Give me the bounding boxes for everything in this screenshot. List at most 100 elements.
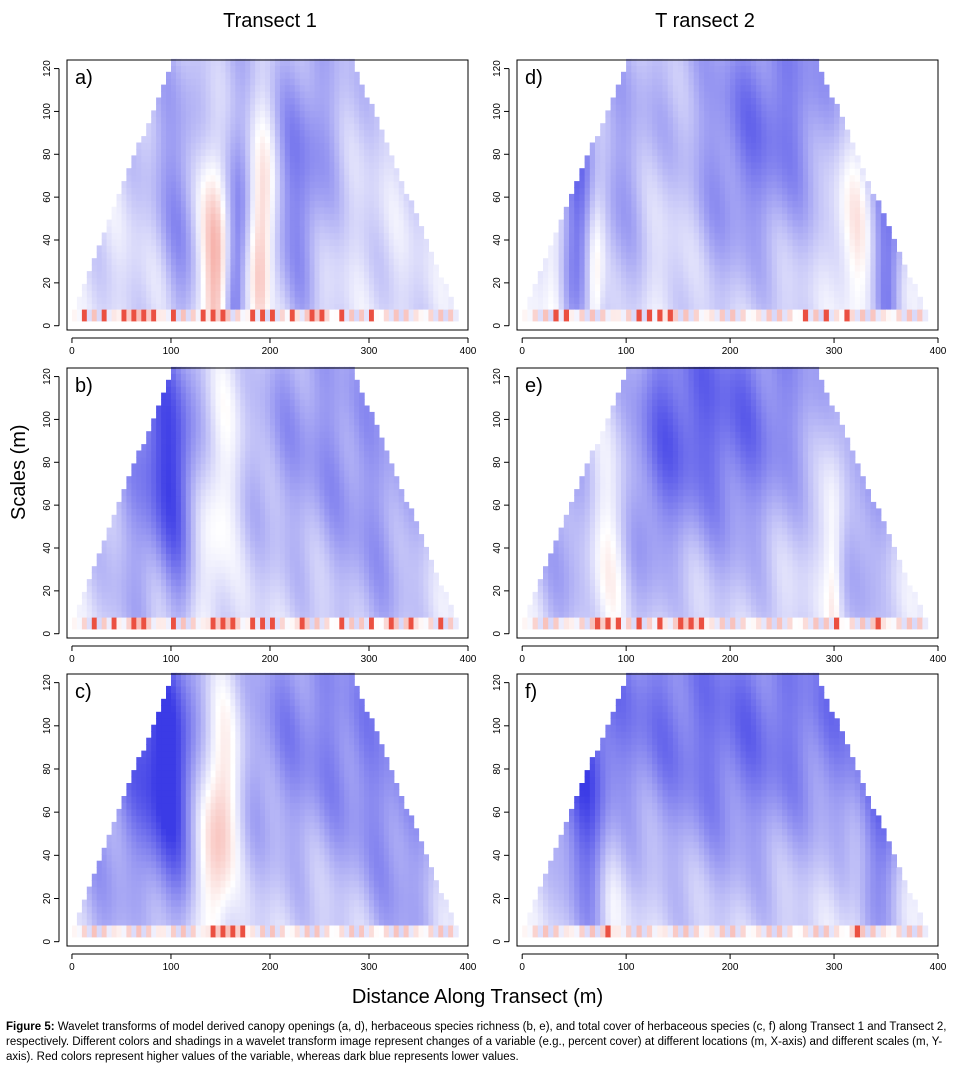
heatmap-cell [714,283,721,291]
heatmap-cell [220,585,227,593]
heatmap-cell [180,161,187,169]
heatmap-cell [672,155,679,163]
heatmap-cell [274,271,281,279]
heatmap-cell [235,78,241,86]
heatmap-cell [766,129,773,137]
heatmap-cell [136,238,142,246]
heatmap-cell [240,271,246,279]
heatmap-cell [106,251,113,259]
heatmap-cell [240,174,246,182]
heatmap-cell [724,168,731,176]
heatmap-cell [776,97,783,105]
heatmap-cell [235,142,241,150]
heatmap-cell-fine [595,309,601,322]
heatmap-cell [136,226,142,234]
y-tick-label: 100 [42,103,53,120]
heatmap-cell [657,136,664,144]
heatmap-cell [610,142,617,150]
heatmap-cell [329,193,335,201]
heatmap-cell [724,103,731,111]
heatmap-cell [195,97,202,105]
heatmap-cell [161,251,167,259]
heatmap-cell [334,238,340,246]
heatmap-cell [787,258,794,266]
heatmap-cell [579,213,586,221]
heatmap-cell [161,116,167,124]
heatmap-cell [324,58,330,66]
heatmap-cell [792,303,799,311]
heatmap-cell [428,264,434,272]
heatmap-cell [797,258,804,266]
heatmap-cell [834,168,840,176]
heatmap-cell [605,110,612,118]
heatmap-cell [761,71,768,79]
heatmap-cell [369,290,375,298]
heatmap-cell [185,142,192,150]
heatmap-cell [828,271,835,279]
heatmap-cell [418,226,425,234]
heatmap-cell [205,110,212,118]
heatmap-cell [792,65,799,73]
heatmap-cell-fine [418,309,425,322]
heatmap-cell [156,148,162,156]
heatmap-cell [875,213,882,221]
heatmap-cell [151,219,157,227]
heatmap-cell [260,245,266,253]
heatmap-cell [860,219,866,227]
heatmap-cell [131,206,137,214]
heatmap-cell [849,245,856,253]
heatmap-cell [210,103,217,111]
heatmap-cell [260,116,266,124]
heatmap-cell [289,296,296,304]
heatmap-cell [329,78,335,86]
heatmap-cell [641,161,648,169]
heatmap-cell [646,142,653,150]
heatmap-cell [724,219,731,227]
heatmap-cell-fine [408,309,415,322]
heatmap-cell [255,84,261,92]
heatmap-cell [860,296,866,304]
heatmap-cell [304,110,311,118]
heatmap-cell [761,200,768,208]
heatmap-cell [698,123,705,131]
heatmap-cell [294,58,301,66]
heatmap-cell [210,136,217,144]
heatmap-cell [190,258,197,266]
heatmap-cell [180,168,187,176]
heatmap-cell [304,598,311,606]
heatmap-cell [569,277,575,285]
heatmap-cell [265,303,271,311]
heatmap-cell [787,110,794,118]
heatmap-cell-fine [657,309,664,322]
heatmap-cell [324,148,330,156]
heatmap-cell [615,193,622,201]
heatmap-cell [891,271,897,279]
heatmap-cell [849,181,856,189]
heatmap-cell [646,219,653,227]
heatmap-cell [141,585,147,593]
heatmap-cell [131,598,137,606]
heatmap-cell [802,129,809,137]
heatmap-cell [771,65,778,73]
heatmap-cell [349,161,355,169]
heatmap-cell [714,161,721,169]
heatmap-cell [215,142,222,150]
heatmap-cell [688,258,695,266]
heatmap-cell [171,213,177,221]
heatmap-cell [339,251,345,259]
heatmap-cell-fine [438,309,444,322]
heatmap-cell-fine [709,309,716,322]
heatmap-cell [205,206,212,214]
heatmap-cell [745,58,752,66]
heatmap-cell [828,181,835,189]
heatmap-cell [156,290,162,298]
heatmap-cell-fine [359,309,365,322]
heatmap-cell [324,213,330,221]
heatmap-cell [595,251,601,259]
heatmap-cell [141,604,147,612]
heatmap-cell [235,110,241,118]
heatmap-cell [354,245,360,253]
heatmap-cell [364,585,370,593]
heatmap-cell [818,161,825,169]
heatmap-cell [359,213,365,221]
